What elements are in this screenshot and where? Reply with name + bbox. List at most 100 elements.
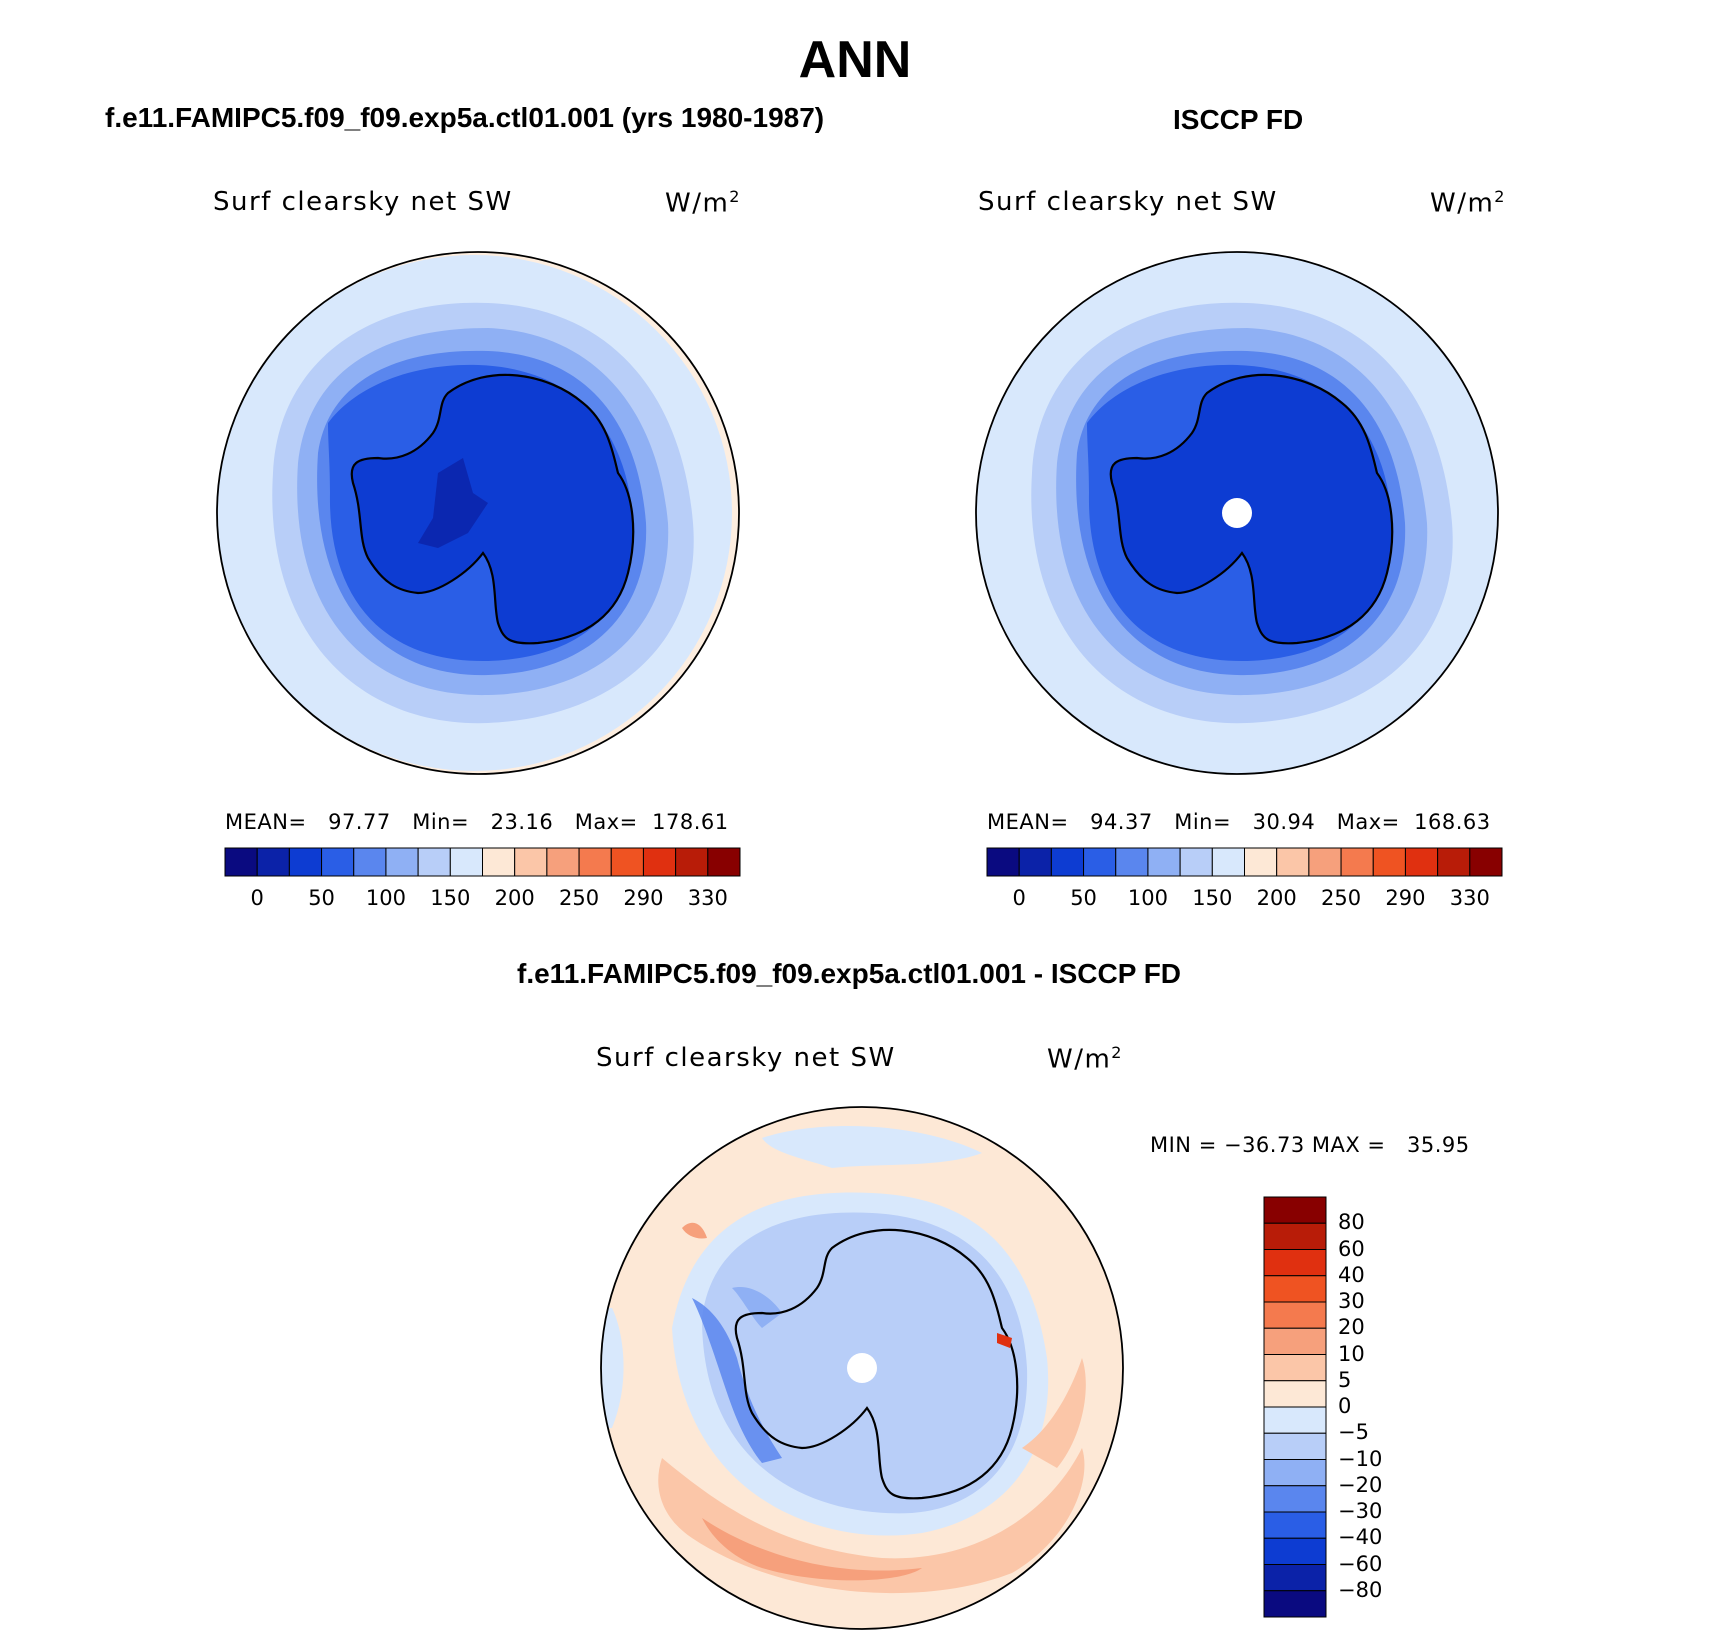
colorbar-swatch: [986, 847, 1020, 877]
obs-pole-hole: [1222, 498, 1252, 528]
colorbar-tick-label: −10: [1338, 1446, 1383, 1471]
colorbar-tick-label: −5: [1338, 1420, 1369, 1445]
colorbar-swatch: [578, 847, 612, 877]
colorbar-tick-label: 250: [559, 886, 600, 910]
colorbar-swatch: [1083, 847, 1117, 877]
colorbar-tick-label: 290: [623, 886, 664, 910]
colorbar-swatch: [1263, 1406, 1327, 1434]
colorbar-tick-label: 0: [1338, 1394, 1352, 1418]
colorbar-tick-label: 250: [1321, 886, 1362, 910]
diff-pole-hole: [847, 1353, 877, 1383]
colorbar-tick-label: 150: [1192, 886, 1233, 910]
colorbar-swatch: [1147, 847, 1181, 877]
colorbar-tick-label: 80: [1338, 1210, 1365, 1235]
model-antarctica-outline: [350, 373, 635, 645]
colorbar-tick-label: 50: [1070, 886, 1097, 910]
model-stats: MEAN= 97.77 Min= 23.16 Max= 178.61: [225, 810, 729, 834]
obs-units-label: W/m2: [1430, 187, 1506, 219]
colorbar-tick-label: −40: [1338, 1525, 1383, 1550]
diff-colorbar: [1263, 1196, 1327, 1618]
colorbar-swatch: [1263, 1459, 1327, 1487]
colorbar-swatch: [1263, 1432, 1327, 1460]
colorbar-tick-label: 100: [1127, 886, 1168, 910]
colorbar-tick-label: −30: [1338, 1499, 1383, 1523]
diff-antarctica-outline: [734, 1228, 1019, 1500]
colorbar-tick-label: −60: [1338, 1551, 1383, 1576]
colorbar-tick-label: 0: [250, 886, 264, 910]
colorbar-swatch: [642, 847, 677, 877]
diff-polar-map: [600, 1106, 1124, 1630]
colorbar-swatch: [546, 847, 580, 877]
colorbar-swatch: [1211, 847, 1245, 877]
colorbar-swatch: [1263, 1222, 1327, 1250]
colorbar-swatch: [1276, 847, 1310, 877]
colorbar-tick-label: 200: [494, 886, 535, 910]
colorbar-swatch: [321, 847, 355, 877]
colorbar-swatch: [288, 847, 323, 877]
colorbar-swatch: [353, 847, 387, 877]
colorbar-swatch: [1050, 847, 1085, 877]
obs-antarctica-outline: [1109, 373, 1394, 645]
colorbar-swatch: [1263, 1564, 1327, 1592]
obs-variable-label: Surf clearsky net SW: [978, 187, 1278, 217]
colorbar-swatch: [514, 847, 548, 877]
colorbar-tick-label: 0: [1012, 886, 1026, 910]
colorbar-tick-label: 330: [687, 886, 728, 910]
colorbar-tick-label: 330: [1449, 886, 1490, 910]
diff-stats: MIN = −36.73 MAX = 35.95: [1150, 1133, 1470, 1157]
colorbar-tick-label: −20: [1338, 1472, 1383, 1497]
obs-polar-map: [975, 251, 1499, 775]
colorbar-swatch: [1263, 1327, 1327, 1355]
obs-panel-heading: ISCCP FD: [1173, 104, 1304, 135]
obs-stats: MEAN= 94.37 Min= 30.94 Max= 168.63: [987, 810, 1491, 834]
model-panel-heading: f.e11.FAMIPC5.f09_f09.exp5a.ctl01.001 (y…: [105, 102, 825, 133]
colorbar-swatch: [1263, 1537, 1327, 1565]
colorbar-swatch: [1372, 847, 1406, 877]
colorbar-swatch: [385, 847, 419, 877]
colorbar-swatch: [1404, 847, 1439, 877]
colorbar-swatch: [482, 847, 516, 877]
colorbar-swatch: [1308, 847, 1342, 877]
colorbar-tick-label: 10: [1338, 1341, 1365, 1366]
colorbar-tick-label: 290: [1385, 886, 1426, 910]
colorbar-tick-label: 20: [1338, 1315, 1365, 1340]
colorbar-swatch: [1263, 1590, 1327, 1618]
colorbar-swatch: [1437, 847, 1471, 877]
colorbar-tick-label: 5: [1338, 1367, 1352, 1392]
colorbar-swatch: [707, 847, 741, 877]
colorbar-tick-label: 50: [308, 886, 335, 910]
model-polar-map: [216, 251, 740, 775]
colorbar-swatch: [1018, 847, 1052, 877]
diff-units-label: W/m2: [1047, 1043, 1123, 1075]
colorbar-tick-label: 200: [1256, 886, 1297, 910]
colorbar-swatch: [610, 847, 644, 877]
colorbar-swatch: [256, 847, 290, 877]
obs-colorbar: [986, 847, 1503, 877]
colorbar-tick-label: 30: [1338, 1289, 1365, 1313]
colorbar-swatch: [417, 847, 451, 877]
diff-variable-label: Surf clearsky net SW: [596, 1043, 896, 1073]
figure-title: ANN: [798, 31, 912, 89]
colorbar-swatch: [1263, 1511, 1327, 1539]
colorbar-swatch: [1263, 1485, 1327, 1513]
colorbar-swatch: [1263, 1380, 1327, 1408]
colorbar-swatch: [1263, 1196, 1327, 1224]
colorbar-swatch: [1263, 1249, 1327, 1277]
model-colorbar: [224, 847, 741, 877]
model-variable-label: Surf clearsky net SW: [213, 187, 513, 217]
colorbar-tick-label: 60: [1338, 1236, 1365, 1261]
colorbar-swatch: [1340, 847, 1374, 877]
colorbar-tick-label: 100: [365, 886, 406, 910]
colorbar-swatch: [675, 847, 709, 877]
colorbar-swatch: [1263, 1354, 1327, 1382]
colorbar-swatch: [1263, 1275, 1327, 1303]
colorbar-swatch: [224, 847, 258, 877]
colorbar-swatch: [1244, 847, 1278, 877]
colorbar-swatch: [1469, 847, 1503, 877]
colorbar-swatch: [449, 847, 483, 877]
colorbar-swatch: [1263, 1301, 1327, 1329]
colorbar-swatch: [1179, 847, 1213, 877]
colorbar-swatch: [1115, 847, 1149, 877]
colorbar-tick-label: −80: [1338, 1577, 1383, 1602]
colorbar-tick-label: 150: [430, 886, 471, 910]
